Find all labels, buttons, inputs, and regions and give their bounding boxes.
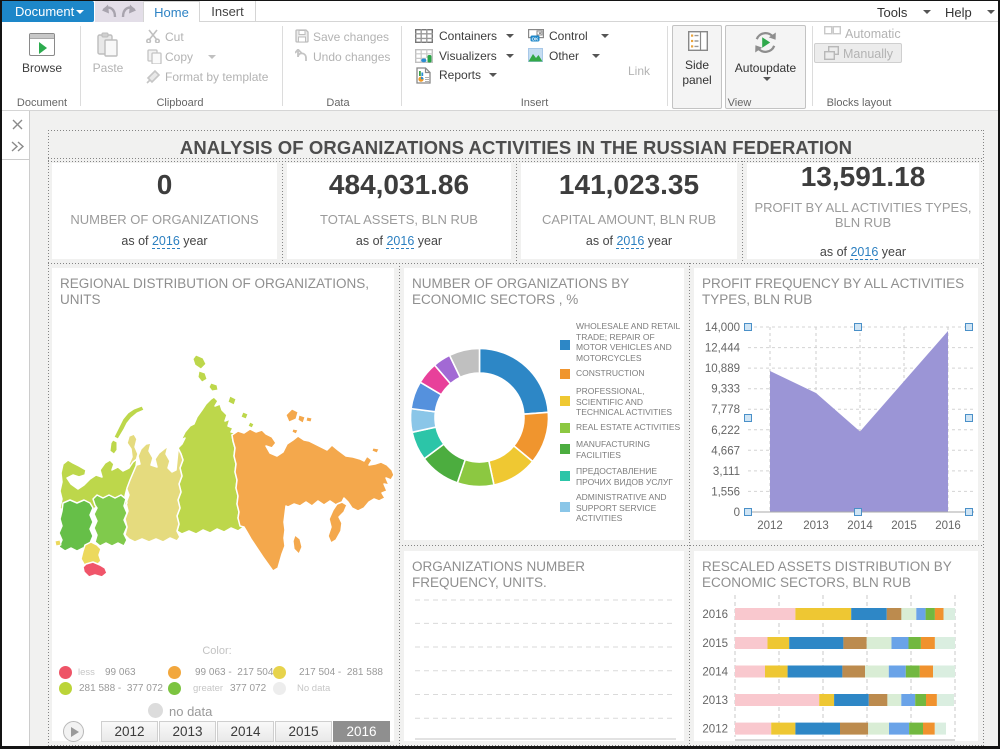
svg-text:2016: 2016 xyxy=(935,520,961,532)
svg-text:2015: 2015 xyxy=(891,520,917,532)
svg-text:6,222: 6,222 xyxy=(711,425,740,437)
svg-text:2013: 2013 xyxy=(803,520,829,532)
svg-text:OK: OK xyxy=(532,36,540,41)
svg-text:2016: 2016 xyxy=(702,609,728,621)
svg-text:10,889: 10,889 xyxy=(705,363,740,375)
svg-text:0: 0 xyxy=(734,507,740,519)
svg-text:1,556: 1,556 xyxy=(711,486,740,498)
svg-text:3,111: 3,111 xyxy=(713,466,740,478)
svg-text:4,667: 4,667 xyxy=(711,445,740,457)
svg-text:2013: 2013 xyxy=(702,695,728,707)
svg-text:9,333: 9,333 xyxy=(711,384,740,396)
svg-text:2014: 2014 xyxy=(847,520,873,532)
svg-text:14,000: 14,000 xyxy=(705,322,740,334)
svg-text:2015: 2015 xyxy=(702,638,728,650)
svg-text:2014: 2014 xyxy=(702,667,728,679)
svg-text:2012: 2012 xyxy=(757,520,783,532)
svg-text:7,778: 7,778 xyxy=(711,404,740,416)
svg-text:2012: 2012 xyxy=(702,724,728,736)
svg-text:12,444: 12,444 xyxy=(705,343,741,355)
